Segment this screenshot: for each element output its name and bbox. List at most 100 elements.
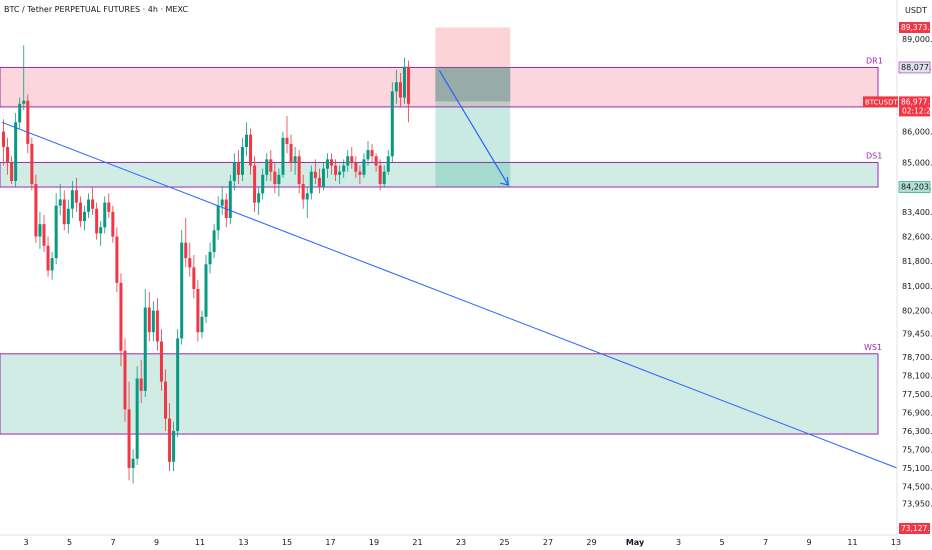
candle-body[interactable]: [139, 378, 143, 391]
candle-body[interactable]: [273, 171, 277, 185]
zone-dr1[interactable]: [0, 66, 879, 108]
candle-body[interactable]: [6, 147, 10, 163]
candle-body[interactable]: [50, 258, 54, 271]
candle-body[interactable]: [374, 156, 378, 166]
candle-body[interactable]: [342, 165, 346, 172]
candle-body[interactable]: [26, 100, 30, 144]
candle-body[interactable]: [123, 350, 127, 410]
candle-body[interactable]: [402, 66, 406, 98]
candle-body[interactable]: [378, 165, 382, 185]
candle-body[interactable]: [317, 177, 321, 188]
candle-body[interactable]: [135, 378, 139, 459]
candle-body[interactable]: [358, 171, 362, 175]
candle-body[interactable]: [289, 143, 293, 163]
candle-body[interactable]: [265, 159, 269, 175]
candle-body[interactable]: [366, 150, 370, 160]
candle-body[interactable]: [394, 82, 398, 92]
candle-body[interactable]: [257, 193, 261, 203]
projection-arrow[interactable]: [438, 70, 509, 186]
candle-body[interactable]: [184, 242, 188, 259]
candle-body[interactable]: [330, 159, 334, 166]
zone-ws1[interactable]: [0, 353, 879, 435]
candle-body[interactable]: [42, 224, 46, 246]
candle-body[interactable]: [159, 341, 163, 382]
candle-body[interactable]: [66, 208, 70, 225]
position-stop-area[interactable]: [435, 27, 511, 68]
candle-body[interactable]: [309, 171, 313, 194]
candle-body[interactable]: [46, 245, 50, 271]
candle-body[interactable]: [196, 288, 200, 333]
candle-body[interactable]: [58, 199, 62, 206]
candle-body[interactable]: [338, 171, 342, 175]
candle-body[interactable]: [370, 150, 374, 157]
candle-body[interactable]: [188, 258, 192, 268]
candle-body[interactable]: [151, 310, 155, 333]
candle-body[interactable]: [30, 143, 34, 185]
candle-body[interactable]: [350, 156, 354, 163]
candle-body[interactable]: [216, 205, 220, 231]
candle-body[interactable]: [54, 205, 58, 259]
candle-body[interactable]: [346, 156, 350, 166]
candle-body[interactable]: [164, 381, 167, 419]
candle-body[interactable]: [261, 174, 265, 194]
candle-body[interactable]: [103, 202, 107, 228]
candle-body[interactable]: [334, 165, 338, 175]
candle-body[interactable]: [326, 159, 329, 169]
candle-body[interactable]: [172, 430, 176, 462]
candle-body[interactable]: [245, 134, 248, 148]
candle-body[interactable]: [200, 316, 204, 333]
candle-body[interactable]: [398, 82, 402, 98]
zone-ds1[interactable]: [0, 161, 879, 188]
candle-body[interactable]: [78, 202, 82, 222]
candle-body[interactable]: [313, 171, 317, 178]
candle-body[interactable]: [74, 190, 78, 203]
candle-body[interactable]: [18, 103, 22, 123]
candle-body[interactable]: [10, 162, 14, 181]
candle-body[interactable]: [34, 184, 38, 237]
candle-body[interactable]: [155, 310, 159, 342]
candle-body[interactable]: [297, 156, 301, 185]
candle-body[interactable]: [127, 409, 131, 468]
candle-body[interactable]: [22, 100, 26, 104]
candle-body[interactable]: [14, 122, 18, 181]
candle-body[interactable]: [2, 131, 5, 148]
candle-body[interactable]: [305, 193, 309, 200]
candle-body[interactable]: [236, 162, 240, 175]
candle-body[interactable]: [253, 165, 257, 203]
candle-body[interactable]: [38, 224, 42, 237]
candle-body[interactable]: [70, 190, 74, 209]
candle-body[interactable]: [354, 162, 358, 172]
candle-body[interactable]: [382, 171, 386, 185]
candle-body[interactable]: [321, 168, 325, 188]
candle-body[interactable]: [386, 156, 390, 172]
candle-body[interactable]: [168, 418, 172, 462]
candle-body[interactable]: [91, 199, 95, 209]
candle-body[interactable]: [119, 282, 123, 351]
candle-body[interactable]: [232, 162, 236, 181]
candle-body[interactable]: [293, 156, 297, 163]
candle-body[interactable]: [176, 338, 180, 431]
candle-body[interactable]: [249, 134, 253, 166]
price-axis[interactable]: 89,000.0 86,000.0 85,000.0 83,400.0 82,600.0…: [902, 35, 932, 508]
candle-body[interactable]: [180, 242, 184, 339]
candle-body[interactable]: [240, 147, 244, 175]
candle-body[interactable]: [62, 199, 66, 225]
candle-body[interactable]: [95, 208, 99, 234]
candle-body[interactable]: [143, 307, 147, 391]
candle-body[interactable]: [115, 236, 119, 283]
candle-body[interactable]: [111, 211, 115, 237]
candle-body[interactable]: [87, 199, 91, 212]
candle-body[interactable]: [204, 264, 208, 317]
candle-body[interactable]: [285, 137, 289, 144]
candle-body[interactable]: [212, 230, 216, 252]
candle-body[interactable]: [407, 66, 410, 104]
candle-body[interactable]: [83, 211, 86, 222]
candle-body[interactable]: [277, 174, 281, 185]
candle-body[interactable]: [269, 159, 273, 172]
candle-body[interactable]: [228, 180, 232, 219]
candle-body[interactable]: [362, 159, 366, 175]
candle-body[interactable]: [99, 227, 103, 234]
candle-body[interactable]: [192, 267, 196, 289]
